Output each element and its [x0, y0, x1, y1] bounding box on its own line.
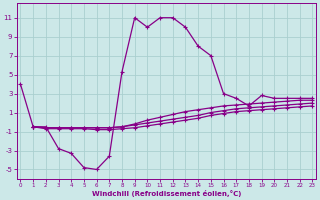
X-axis label: Windchill (Refroidissement éolien,°C): Windchill (Refroidissement éolien,°C) [92, 190, 241, 197]
